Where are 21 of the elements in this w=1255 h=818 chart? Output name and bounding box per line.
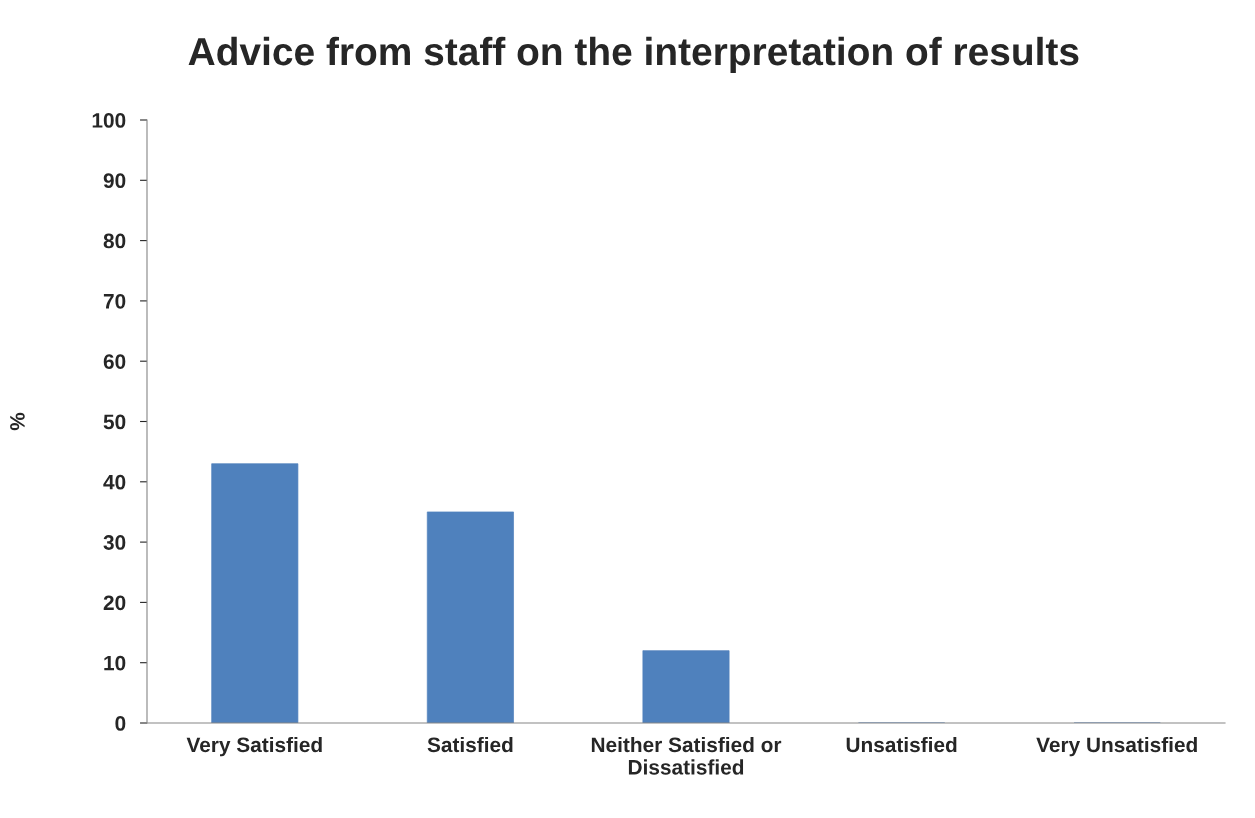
x-tick-label: Very Satisfied bbox=[186, 736, 322, 757]
y-tick-label: 60 bbox=[103, 354, 126, 369]
y-tick-label: 80 bbox=[103, 233, 126, 249]
bar bbox=[642, 650, 730, 723]
chart-title: Advice from staff on the interpretation of results bbox=[188, 36, 1079, 74]
y-axis-title: % bbox=[10, 412, 25, 431]
y-tick-label: 30 bbox=[103, 535, 126, 550]
bar bbox=[211, 463, 299, 723]
y-tick-label: 50 bbox=[103, 414, 126, 430]
y-tick-label: 10 bbox=[104, 655, 126, 671]
x-tick-label: Neither Satisfied or Dissatisfied bbox=[591, 736, 782, 775]
y-tick-label: 90 bbox=[103, 173, 126, 189]
bar bbox=[426, 511, 514, 723]
y-tick-label: 100 bbox=[92, 113, 126, 128]
y-tick-label: 0 bbox=[115, 716, 126, 731]
y-tick-label: 70 bbox=[103, 293, 126, 309]
x-tick-label: Satisfied bbox=[427, 736, 513, 753]
x-tick-label: Unsatisfied bbox=[846, 736, 957, 753]
x-tick-label: Very Unsatisfied bbox=[1036, 736, 1197, 757]
y-tick-label: 40 bbox=[103, 474, 126, 490]
y-tick-label: 20 bbox=[103, 595, 126, 611]
